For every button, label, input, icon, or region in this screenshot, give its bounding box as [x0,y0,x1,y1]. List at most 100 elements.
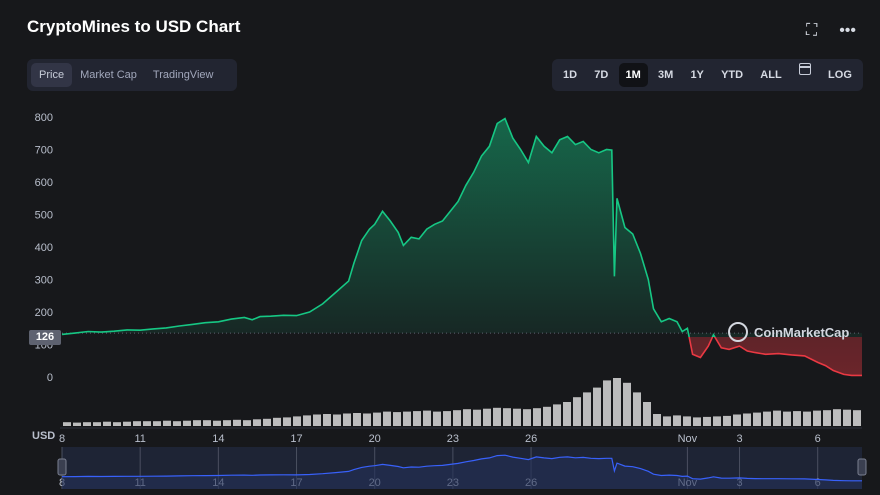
volume-bar [603,380,611,426]
y-tick-label: 500 [35,210,53,222]
calendar-button[interactable] [792,63,818,87]
volume-bar [763,411,771,426]
volume-bar [263,418,271,426]
volume-bar [523,409,531,426]
navigator-handle-right[interactable] [857,458,867,476]
volume-bar [463,409,471,426]
x-tick-label: 20 [369,433,381,445]
volume-bar [583,392,591,426]
coinmarketcap-logo-icon [728,322,748,342]
volume-bar [73,422,81,426]
volume-bar [353,413,361,426]
volume-bar [793,411,801,426]
y-tick-label: 400 [35,242,53,254]
currency-label: USD [32,430,56,442]
volume-bar [303,415,311,426]
volume-bar [483,408,491,426]
volume-bar [153,421,161,426]
volume-bar [243,420,251,426]
volume-bar [103,421,111,426]
volume-bar [323,414,331,426]
range-ytd[interactable]: YTD [721,69,744,81]
range-tabs: 1D 7D 1M 3M 1Y YTD ALL LOG [552,59,863,91]
more-icon[interactable]: ••• [839,22,856,39]
volume-bar [423,410,431,426]
x-tick-label: 14 [212,433,224,445]
volume-bar [333,414,341,426]
x-axis: 8 11 14 17 20 23 26 Nov 3 6 [59,433,821,445]
volume-bar [193,420,201,426]
watermark-text: CoinMarketCap [754,324,850,340]
volume-bar [713,416,721,426]
tab-tradingview[interactable]: TradingView [152,69,214,81]
volume-bar [183,420,191,426]
x-tick-label: 8 [59,433,65,445]
volume-bar [163,420,171,426]
volume-bar [253,419,261,426]
tab-price[interactable]: Price [31,63,73,87]
x-tick-label: 6 [815,433,821,445]
x-tick-label: 3 [736,433,742,445]
x-tick-label: 23 [447,433,459,445]
volume-bar [703,416,711,426]
tab-market-cap[interactable]: Market Cap [80,69,137,81]
volume-bar [213,420,221,426]
y-tick-label: 800 [35,112,53,124]
range-7d[interactable]: 7D [594,69,609,81]
price-area-down [689,337,862,376]
volume-bar [383,411,391,426]
volume-bar [773,410,781,426]
volume-bar [843,409,851,426]
current-price-label: 126 [29,330,61,345]
volume-bar [473,409,481,426]
volume-bar [273,417,281,426]
volume-bar [493,407,501,426]
x-tick-label: 11 [134,433,145,445]
x-tick-label: Nov [678,433,698,445]
range-3m[interactable]: 3M [657,69,674,81]
volume-bar [753,412,761,426]
volume-bar [283,417,291,426]
volume-bar [293,416,301,426]
chart-type-tabs: Price Market Cap TradingView [27,59,237,91]
volume-bar [453,410,461,426]
volume-bar [343,413,351,426]
volume-bar [443,411,451,426]
volume-bar [813,410,821,426]
volume-bar [143,421,151,426]
navigator-handle-left[interactable] [57,458,67,476]
price-area-up [62,118,862,337]
volume-bar [683,416,691,426]
volume-bar [823,410,831,426]
range-1y[interactable]: 1Y [690,69,704,81]
volume-bar [663,416,671,426]
y-tick-label: 300 [35,275,53,287]
x-tick-label: 26 [525,433,537,445]
price-line-up [61,117,716,337]
calendar-icon [798,63,811,75]
volume-bar [133,421,141,426]
volume-bar [83,422,91,426]
volume-bar [723,415,731,426]
volume-bar [633,392,641,426]
log-toggle[interactable]: LOG [828,69,852,81]
volume-bar [743,413,751,426]
volume-bar [853,410,861,426]
volume-bar [513,408,521,426]
range-all[interactable]: ALL [760,69,782,81]
volume-bar [693,417,701,426]
range-1d[interactable]: 1D [563,69,578,81]
fullscreen-icon[interactable]: ⛶ [805,22,818,39]
volume-bar [733,414,741,426]
price-area [62,118,862,376]
volume-bar [363,413,371,426]
volume-bar [93,422,101,426]
range-1m[interactable]: 1M [618,63,648,87]
volume-bar [123,421,131,426]
volume-bar [223,420,231,426]
y-tick-label: 200 [35,307,53,319]
volume-bar [313,414,321,426]
volume-bar [413,411,421,426]
